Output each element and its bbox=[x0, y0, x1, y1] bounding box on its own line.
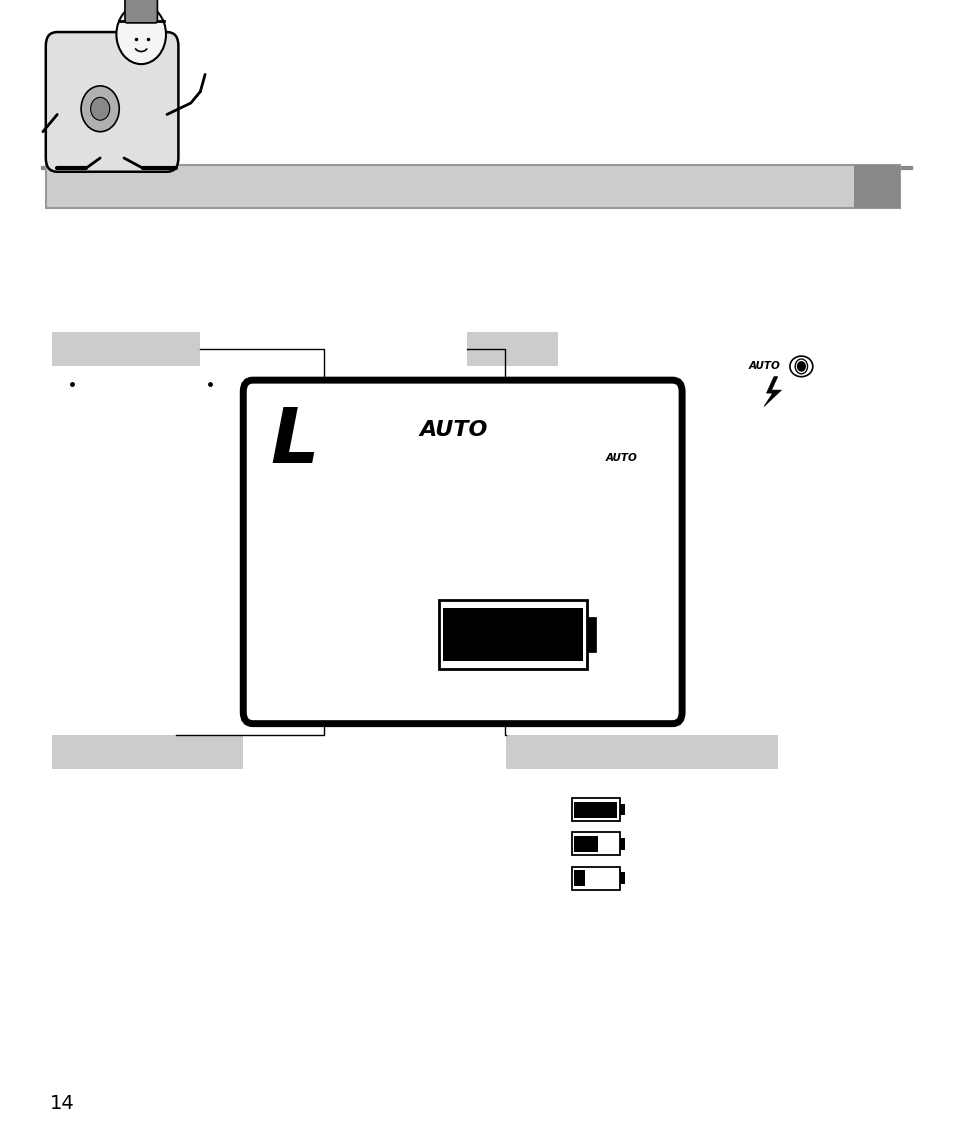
FancyBboxPatch shape bbox=[46, 32, 178, 172]
Bar bbox=[572, 798, 619, 821]
Bar bbox=[574, 870, 584, 886]
Text: AUTO: AUTO bbox=[605, 453, 637, 463]
Text: AUTO: AUTO bbox=[748, 362, 780, 371]
Bar bbox=[52, 735, 243, 769]
Polygon shape bbox=[619, 465, 639, 497]
Bar bbox=[52, 332, 200, 366]
Circle shape bbox=[91, 97, 110, 120]
Circle shape bbox=[116, 5, 166, 64]
Bar bbox=[572, 867, 619, 890]
Circle shape bbox=[81, 86, 119, 132]
Polygon shape bbox=[621, 545, 637, 570]
Circle shape bbox=[797, 362, 804, 371]
Bar bbox=[574, 802, 617, 818]
Text: 14: 14 bbox=[50, 1095, 74, 1113]
Bar bbox=[619, 838, 624, 850]
Text: L: L bbox=[270, 405, 318, 480]
Bar bbox=[574, 836, 598, 852]
Text: AUTO: AUTO bbox=[419, 420, 488, 440]
Bar bbox=[574, 802, 617, 818]
Bar bbox=[467, 332, 558, 366]
Bar bbox=[438, 600, 586, 669]
Bar bbox=[586, 617, 596, 652]
FancyBboxPatch shape bbox=[243, 380, 681, 724]
Polygon shape bbox=[763, 377, 781, 406]
Polygon shape bbox=[619, 503, 639, 535]
Bar bbox=[572, 832, 619, 855]
Circle shape bbox=[597, 444, 623, 476]
Bar bbox=[853, 165, 899, 208]
Bar bbox=[46, 165, 899, 208]
Bar bbox=[619, 872, 624, 884]
Bar bbox=[442, 608, 582, 661]
Bar bbox=[619, 804, 624, 815]
FancyBboxPatch shape bbox=[125, 0, 157, 23]
Polygon shape bbox=[483, 500, 537, 592]
Bar bbox=[505, 735, 777, 769]
